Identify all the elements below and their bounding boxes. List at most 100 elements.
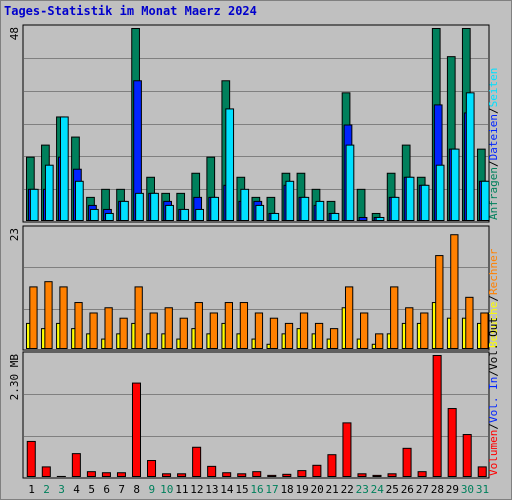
bar-seiten-19 [300,196,310,221]
bar-rechner-9 [149,312,158,350]
x-tick-label-25: 25 [386,483,399,496]
x-tick-label-22: 22 [341,483,354,496]
x-tick-label-19: 19 [295,483,308,496]
legend-label-4: Vol. Out [487,317,500,370]
bar-seiten-7 [120,200,129,221]
bottom-ymax-label: 2.30 MB [8,354,21,401]
bar-seiten-8 [135,192,144,222]
bar-rechner-17 [269,317,279,349]
bar-volumen-31 [477,466,487,477]
x-tick-label-30: 30 [461,483,474,496]
bar-seiten-16 [255,204,265,222]
bar-seiten-25 [390,196,400,221]
bar-volumen-8 [131,382,142,477]
bar-seiten-15 [240,188,250,221]
x-tick-label-9: 9 [148,483,155,496]
bar-rechner-7 [119,317,128,349]
x-tick-label-14: 14 [220,483,234,496]
bar-rechner-3 [59,286,68,349]
x-tick-label-29: 29 [446,483,459,496]
legend-label-4: Seiten [487,68,500,108]
x-tick-label-27: 27 [416,483,429,496]
x-tick-label-17: 17 [265,483,278,496]
bar-seiten-5 [90,208,99,221]
bar-seiten-12 [195,208,204,221]
x-tick-label-7: 7 [118,483,125,496]
legend-label-3: / [487,107,500,114]
bar-seiten-30 [465,92,475,221]
bar-volumen-16 [252,471,262,478]
bar-rechner-23 [360,312,369,350]
bar-rechner-4 [74,302,83,350]
bar-rechner-30 [465,296,474,349]
bar-volumen-23 [357,473,367,478]
bar-seiten-10 [165,204,174,222]
top-legend: Anfragen/Dateien/Seiten [487,68,500,220]
legend-label-2: Dateien [487,114,500,160]
bar-volumen-5 [86,471,96,478]
bar-volumen-10 [162,473,172,478]
x-tick-label-21: 21 [326,483,339,496]
x-tick-label-24: 24 [371,483,385,496]
bar-seiten-1 [29,188,39,221]
bar-seiten-29 [450,148,460,221]
bar-seiten-28 [435,164,445,221]
bar-volumen-22 [342,422,352,477]
bar-rechner-13 [209,312,218,350]
bar-seiten-13 [210,196,220,221]
bar-rechner-28 [435,255,444,349]
bar-seiten-14 [225,108,235,221]
bar-seiten-31 [480,180,490,222]
legend-label-0: Anfragen [487,167,500,220]
bar-seiten-24 [375,216,385,222]
middle-legend: Besuche/Rechner [487,248,500,348]
bar-rechner-15 [239,302,249,350]
bar-seiten-4 [75,180,84,222]
bar-rechner-18 [284,322,294,350]
x-tick-label-26: 26 [401,483,414,496]
x-tick-label-6: 6 [103,483,110,496]
legend-label-1: / [487,295,500,302]
bar-volumen-13 [207,465,217,478]
x-tick-label-18: 18 [280,483,293,496]
legend-label-2: Vol. In [487,377,500,423]
bar-volumen-9 [147,460,157,478]
bar-seiten-2 [44,164,54,221]
legend-label-0: Besuche [487,302,500,348]
bar-rechner-21 [329,328,339,349]
x-tick-label-3: 3 [58,483,65,496]
bar-seiten-11 [180,208,189,221]
x-tick-label-12: 12 [190,483,203,496]
x-tick-label-13: 13 [205,483,218,496]
bar-seiten-20 [315,200,325,221]
bar-seiten-22 [345,144,355,222]
bar-volumen-20 [312,464,322,477]
bar-volumen-25 [387,473,397,478]
bar-rechner-20 [314,322,324,350]
bar-volumen-11 [177,473,187,478]
bottom-panel [22,351,490,479]
bar-volumen-14 [222,472,232,477]
bar-rechner-8 [134,286,143,349]
bar-rechner-10 [164,307,173,349]
bar-volumen-29 [447,408,457,478]
bar-volumen-7 [116,472,126,477]
bar-seiten-17 [270,212,280,221]
bar-volumen-28 [432,355,442,477]
bar-volumen-17 [267,474,277,478]
legend-label-1: / [487,423,500,430]
bar-rechner-6 [104,307,113,349]
x-tick-label-11: 11 [175,483,188,496]
bar-volumen-21 [327,454,337,478]
bar-volumen-15 [237,473,247,478]
bar-rechner-22 [344,286,354,349]
bar-rechner-16 [254,312,264,350]
bar-seiten-9 [150,192,159,222]
bar-seiten-18 [285,180,295,222]
bar-volumen-1 [26,440,36,477]
bar-rechner-31 [480,312,489,350]
bar-rechner-24 [375,333,384,350]
bar-rechner-14 [224,302,234,350]
bar-anfragen-23 [356,188,366,221]
